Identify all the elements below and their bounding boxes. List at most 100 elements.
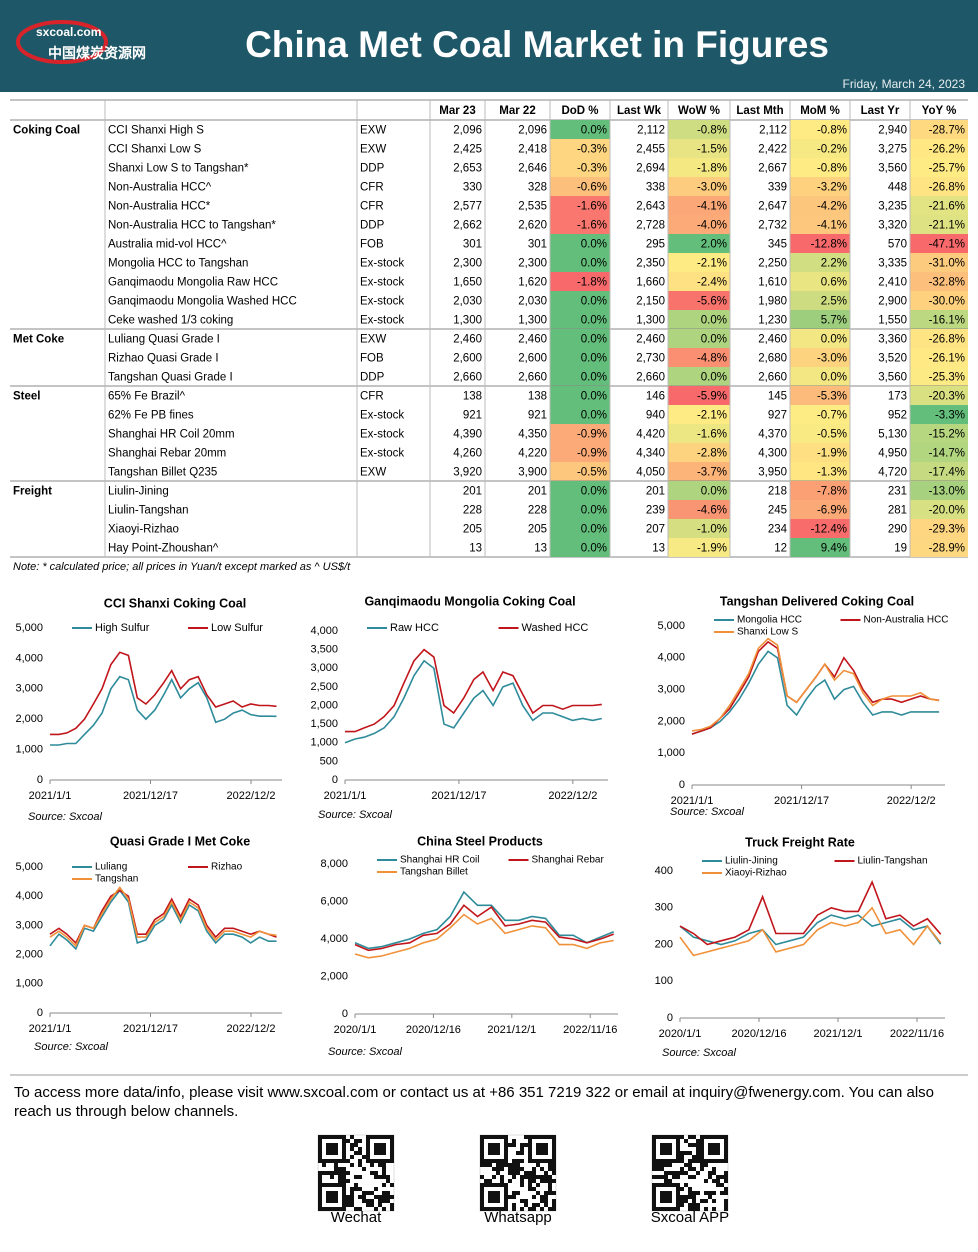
table-cell: -20.3% (929, 391, 965, 403)
qr-module (382, 1163, 386, 1167)
qr-module (346, 1199, 350, 1203)
x-tick-label: 2021/12/1 (814, 1028, 863, 1040)
y-tick-label: 5,000 (657, 620, 685, 632)
y-tick-label: 4,000 (310, 625, 338, 637)
qr-module (536, 1135, 540, 1139)
table-cell: 2,460 (636, 334, 665, 346)
qr-module (668, 1171, 672, 1175)
qr-module (532, 1179, 536, 1183)
qr-module (350, 1147, 354, 1151)
qr-module (350, 1163, 354, 1167)
qr-module (484, 1159, 488, 1163)
basis-cell: DDP (360, 220, 385, 232)
heat-cell (550, 424, 610, 443)
y-tick-label: 3,000 (15, 683, 43, 695)
table-cell: -31.0% (929, 258, 965, 270)
qr-module (480, 1175, 484, 1179)
qr-module (548, 1175, 552, 1179)
qr-module (724, 1207, 728, 1211)
qr-module (664, 1195, 668, 1199)
qr-module (512, 1203, 516, 1207)
qr-module (374, 1195, 378, 1199)
qr-module (488, 1183, 492, 1187)
qr-module (656, 1167, 660, 1171)
qr-module (480, 1151, 484, 1155)
qr-module (664, 1135, 668, 1139)
qr-module (652, 1183, 656, 1187)
qr-module (692, 1159, 696, 1163)
qr-module (688, 1207, 692, 1211)
qr-module (664, 1143, 668, 1147)
table-cell: 4,370 (758, 429, 787, 441)
qr-module (680, 1151, 684, 1155)
qr-module (342, 1199, 346, 1203)
table-cell: 234 (768, 524, 788, 536)
qr-module (548, 1167, 552, 1171)
qr-module (492, 1195, 496, 1199)
qr-module (492, 1147, 496, 1151)
table-cell: -0.9% (577, 448, 607, 460)
column-header: YoY % (922, 105, 957, 117)
qr-module (548, 1159, 552, 1163)
table-cell: -1.8% (577, 277, 607, 289)
qr-module (700, 1143, 704, 1147)
heat-cell (790, 462, 850, 481)
table-cell: 339 (768, 182, 787, 194)
qr-module (354, 1143, 358, 1147)
heat-cell (790, 367, 850, 386)
table-cell: 0.0% (581, 353, 607, 365)
qr-module (536, 1147, 540, 1151)
qr-module (346, 1179, 350, 1183)
qr-module (676, 1151, 680, 1155)
table-cell: 239 (646, 505, 665, 517)
qr-module (520, 1175, 524, 1179)
series-line (679, 906, 942, 957)
qr-module (652, 1147, 656, 1151)
table-cell: -12.4% (811, 524, 847, 536)
table-cell: 2,535 (518, 201, 547, 213)
qr-module (504, 1203, 508, 1207)
qr-module (724, 1147, 728, 1151)
qr-module (520, 1159, 524, 1163)
item-cell: 65% Fe Brazil^ (108, 391, 186, 403)
qr-module (552, 1143, 556, 1147)
qr-module (334, 1171, 338, 1175)
table-cell: 1,550 (878, 315, 907, 327)
qr-module (496, 1191, 500, 1195)
qr-module (680, 1195, 684, 1199)
qr-module (652, 1187, 656, 1191)
y-tick-label: 2,000 (657, 715, 685, 727)
table-cell: 927 (768, 410, 787, 422)
table-cell: 2,660 (518, 372, 547, 384)
qr-module (676, 1155, 680, 1159)
table-cell: -1.9% (817, 448, 847, 460)
qr-module (656, 1135, 660, 1139)
qr-module (516, 1163, 520, 1167)
qr-module (382, 1159, 386, 1163)
qr-module (338, 1167, 342, 1171)
table-cell: 245 (768, 505, 787, 517)
table-cell: 0.0% (581, 372, 607, 384)
qr-module (668, 1199, 672, 1203)
qr-module (668, 1159, 672, 1163)
table-cell: -28.9% (929, 543, 965, 555)
logo-swoosh (16, 20, 108, 64)
y-tick-label: 4,000 (320, 933, 348, 945)
y-tick-label: 5,000 (15, 622, 43, 634)
x-tick-label: 2022/12/2 (227, 790, 276, 802)
qr-module (696, 1155, 700, 1159)
table-cell: 2,422 (758, 144, 787, 156)
chart-title: Truck Freight Rate (745, 835, 855, 849)
column-header: Last Yr (861, 105, 900, 117)
qr-module (346, 1171, 350, 1175)
qr-module (724, 1179, 728, 1183)
heat-cell (910, 158, 968, 177)
basis-cell: DDP (360, 372, 385, 384)
qr-module (672, 1175, 676, 1179)
qr-module (548, 1163, 552, 1167)
x-tick-label: 2022/11/16 (890, 1028, 944, 1040)
qr-module (656, 1175, 660, 1179)
qr-module (504, 1159, 508, 1163)
table-cell: 2.0% (701, 239, 727, 251)
table-cell: -16.1% (929, 315, 965, 327)
